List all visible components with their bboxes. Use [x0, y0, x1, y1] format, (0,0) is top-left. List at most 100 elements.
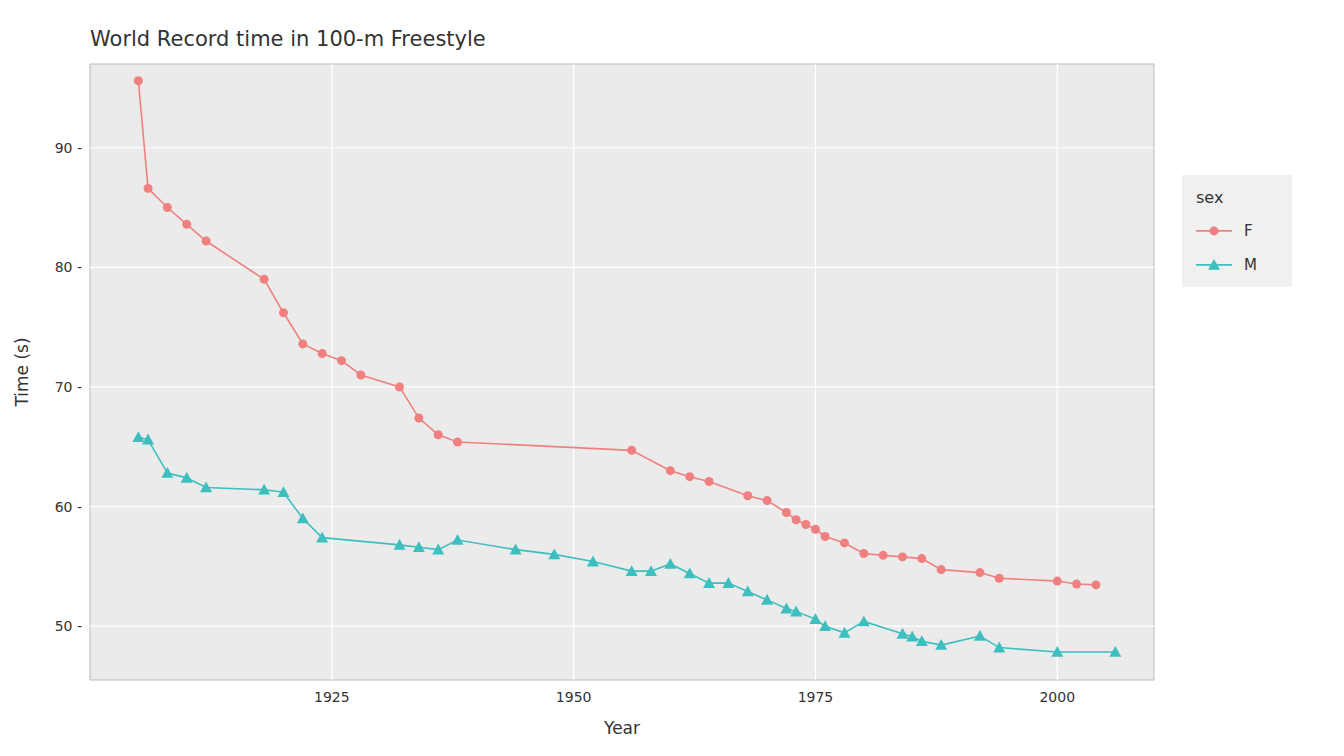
point: [144, 184, 153, 193]
point: [761, 594, 773, 605]
y-grid-line: [90, 386, 1154, 387]
point: [258, 484, 270, 495]
point: [859, 549, 868, 558]
point: [811, 525, 820, 534]
point: [318, 349, 327, 358]
y-grid-line: [90, 147, 1154, 148]
point: [587, 556, 599, 567]
point: [664, 558, 676, 569]
point: [801, 520, 810, 529]
point: [898, 552, 907, 561]
x-tick-label: 1950: [556, 689, 592, 705]
legend-marker: [1210, 226, 1219, 235]
x-tick-label: 1975: [798, 689, 834, 705]
point: [337, 356, 346, 365]
x-grid-line: [331, 64, 332, 680]
point: [627, 446, 636, 455]
point: [626, 565, 638, 576]
point: [181, 472, 193, 483]
y-tick-label: 60 -: [55, 499, 82, 515]
point: [821, 532, 830, 541]
y-tick-label: 50 -: [55, 618, 82, 634]
point: [453, 437, 462, 446]
point: [510, 544, 522, 555]
point: [743, 491, 752, 500]
y-axis-label: Time (s): [12, 337, 32, 407]
x-grid-line: [1057, 64, 1058, 680]
point: [840, 538, 849, 547]
point: [200, 481, 212, 492]
point: [993, 642, 1005, 653]
point: [879, 551, 888, 560]
legend-marker: [1208, 259, 1220, 270]
point: [809, 613, 821, 624]
point: [897, 628, 909, 639]
point: [995, 574, 1004, 583]
y-grid-line: [90, 506, 1154, 507]
y-grid-line: [90, 267, 1154, 268]
point: [279, 308, 288, 317]
point: [974, 630, 986, 641]
point: [298, 339, 307, 348]
point: [395, 382, 404, 391]
point: [1109, 646, 1121, 657]
point: [838, 627, 850, 638]
title: World Record time in 100-m Freestyle: [90, 27, 486, 51]
point: [132, 431, 144, 442]
point: [792, 515, 801, 524]
point: [297, 513, 309, 524]
point: [975, 568, 984, 577]
y-grid-line: [90, 626, 1154, 627]
point: [413, 541, 425, 552]
x-axis-label: Year: [603, 718, 640, 738]
point: [684, 568, 696, 579]
point: [548, 548, 560, 559]
point: [666, 466, 675, 475]
point: [142, 434, 154, 445]
legend-label: F: [1244, 222, 1253, 240]
grid: [90, 64, 1154, 680]
x-grid-line: [573, 64, 574, 680]
y-tick-label: 70 -: [55, 379, 82, 395]
series-line: [138, 81, 1096, 585]
legend-label: M: [1244, 256, 1257, 274]
point: [722, 577, 734, 588]
legend-box: [1182, 175, 1292, 287]
y-tick-label: 80 -: [55, 259, 82, 275]
point: [356, 370, 365, 379]
point: [685, 472, 694, 481]
point: [780, 603, 792, 614]
point: [935, 639, 947, 650]
point: [1091, 580, 1100, 589]
point: [790, 606, 802, 617]
point: [819, 620, 831, 631]
series-group: [132, 76, 1121, 657]
point: [916, 635, 928, 646]
chart: 192519501975200050 -60 -70 -80 -90 -Worl…: [0, 0, 1344, 756]
point: [161, 467, 173, 478]
point: [1051, 646, 1063, 657]
point: [703, 577, 715, 588]
point: [1053, 577, 1062, 586]
point: [182, 220, 191, 229]
point: [645, 565, 657, 576]
tick-labels: 192519501975200050 -60 -70 -80 -90 -: [55, 140, 1075, 705]
legend-title: sex: [1196, 188, 1223, 207]
point: [782, 508, 791, 517]
point: [394, 539, 406, 550]
point: [414, 414, 423, 423]
point: [742, 585, 754, 596]
point: [434, 430, 443, 439]
legend: sex FM: [1182, 175, 1292, 287]
x-tick-label: 1925: [314, 689, 350, 705]
point: [316, 532, 328, 543]
point: [134, 76, 143, 85]
point: [917, 554, 926, 563]
plot-area: [90, 64, 1154, 680]
point: [906, 631, 918, 642]
point: [858, 615, 870, 626]
point: [163, 203, 172, 212]
point: [1072, 580, 1081, 589]
point: [277, 486, 289, 497]
point: [260, 275, 269, 284]
